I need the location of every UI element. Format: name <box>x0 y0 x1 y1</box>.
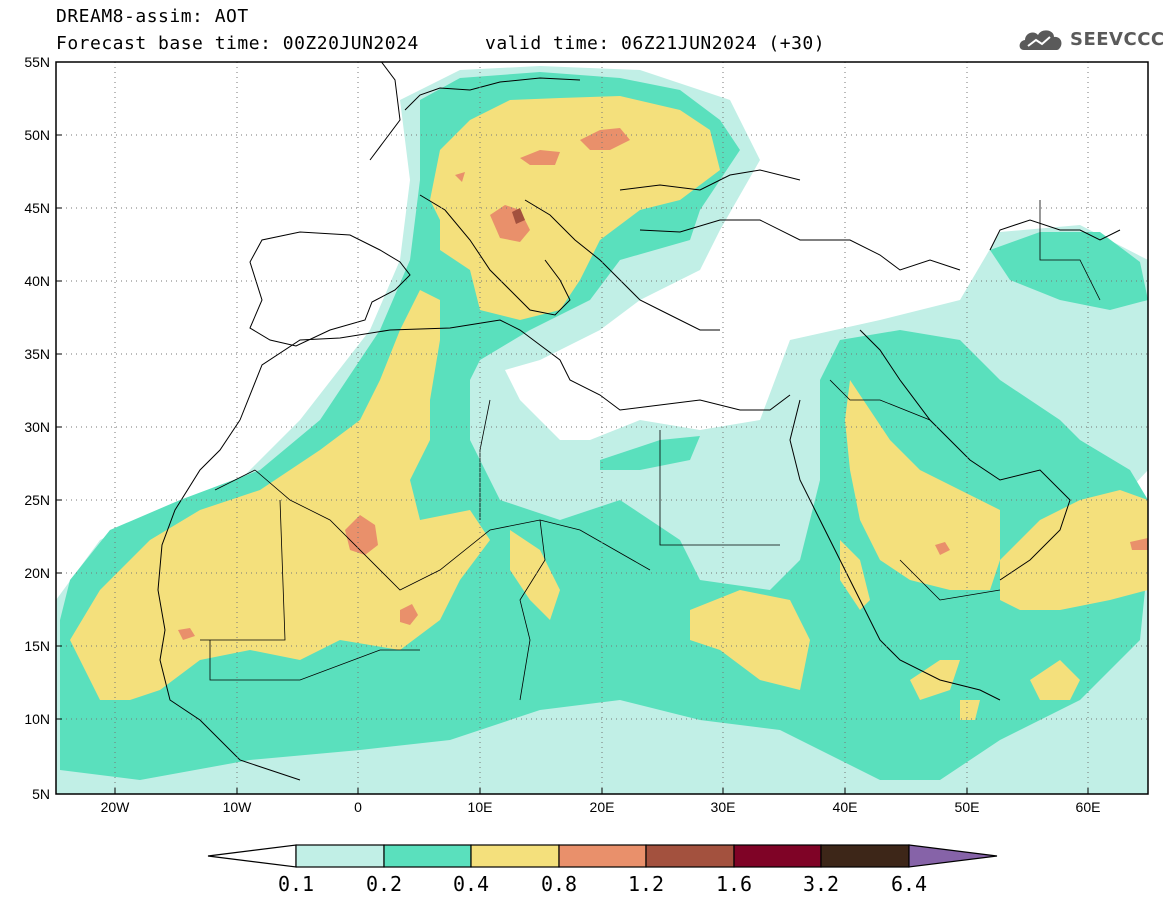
colorbar-cell <box>645 844 735 868</box>
lon-label: 0 <box>354 799 362 815</box>
colorbar-label: 0.8 <box>541 872 577 896</box>
lat-label: 40N <box>24 273 50 289</box>
colorbar-label: 0.1 <box>278 872 314 896</box>
lat-label: 50N <box>24 127 50 143</box>
lon-label: 20E <box>590 799 615 815</box>
lat-label: 35N <box>24 346 50 362</box>
forecast-base-time: Forecast base time: 00Z20JUN2024 <box>56 33 419 54</box>
cloud-icon <box>1019 30 1062 50</box>
map-grid <box>56 62 1148 794</box>
coastlines <box>157 62 1121 781</box>
colorbar-cell <box>558 844 647 868</box>
lat-label: 55N <box>24 54 50 70</box>
aot-band-very-high <box>512 208 525 224</box>
lon-label: 60E <box>1076 799 1101 815</box>
colorbar-low-arrow <box>207 844 297 868</box>
borders <box>200 200 1101 701</box>
lat-label: 15N <box>24 638 50 654</box>
aot-band-moderate <box>70 96 1148 720</box>
lon-label: 30E <box>711 799 736 815</box>
lon-label: 10W <box>223 799 253 815</box>
aot-band-high <box>178 128 1148 640</box>
valid-time: valid time: 06Z21JUN2024 (+30) <box>485 33 826 54</box>
lat-label: 30N <box>24 419 50 435</box>
colorbar-label: 0.2 <box>366 872 402 896</box>
lat-label: 25N <box>24 492 50 508</box>
axis-ticks <box>56 134 1089 794</box>
lat-label: 20N <box>24 565 50 581</box>
longitude-labels: 20W 10W 0 10E 20E 30E 40E 50E 60E <box>101 799 1101 815</box>
lat-label: 10N <box>24 711 50 727</box>
lat-label: 5N <box>32 786 50 802</box>
colorbar <box>207 844 998 868</box>
lon-label: 50E <box>955 799 980 815</box>
lat-label: 45N <box>24 200 50 216</box>
colorbar-cell <box>295 844 385 868</box>
colorbar-high-arrow <box>908 844 998 868</box>
lon-label: 10E <box>468 799 493 815</box>
colorbar-label: 1.2 <box>628 872 664 896</box>
model-title: DREAM8-assim: AOT <box>56 6 249 27</box>
latitude-labels: 55N 50N 45N 40N 35N 30N 25N 20N 15N 10N … <box>24 54 50 802</box>
aot-field <box>56 66 1148 794</box>
colorbar-label: 0.4 <box>453 872 489 896</box>
colorbar-cell <box>470 844 560 868</box>
logo-text: SEEVCCC <box>1070 29 1165 50</box>
lon-label: 20W <box>101 799 131 815</box>
colorbar-cell <box>820 844 910 868</box>
lon-label: 40E <box>833 799 858 815</box>
colorbar-label: 1.6 <box>716 872 752 896</box>
colorbar-cell <box>383 844 472 868</box>
colorbar-labels: 0.1 0.2 0.4 0.8 1.2 1.6 3.2 6.4 <box>278 872 927 896</box>
colorbar-label: 3.2 <box>803 872 839 896</box>
colorbar-cell <box>733 844 822 868</box>
colorbar-label: 6.4 <box>891 872 927 896</box>
seevccc-logo: SEEVCCC <box>1016 22 1164 58</box>
